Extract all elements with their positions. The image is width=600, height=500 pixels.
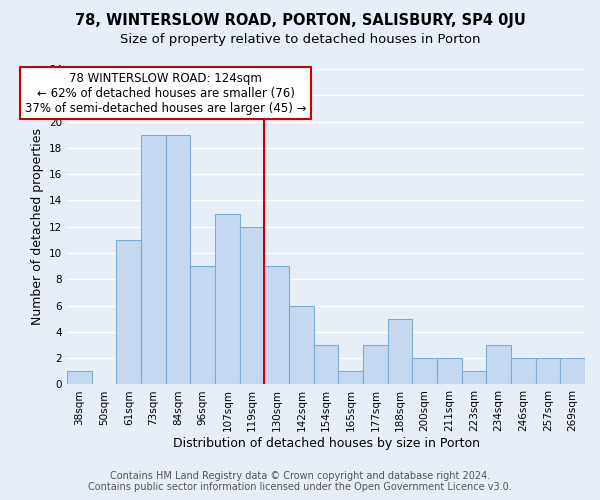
Bar [116, 240, 141, 384]
Bar [363, 345, 388, 385]
Bar [240, 226, 265, 384]
Bar [141, 134, 166, 384]
Bar [215, 214, 240, 384]
Text: Size of property relative to detached houses in Porton: Size of property relative to detached ho… [120, 32, 480, 46]
Bar [67, 372, 92, 384]
Bar [289, 306, 314, 384]
Bar [412, 358, 437, 384]
Bar [511, 358, 536, 384]
Bar [487, 345, 511, 385]
Text: 78, WINTERSLOW ROAD, PORTON, SALISBURY, SP4 0JU: 78, WINTERSLOW ROAD, PORTON, SALISBURY, … [74, 12, 526, 28]
Bar [265, 266, 289, 384]
Bar [462, 372, 487, 384]
Bar [560, 358, 585, 384]
Bar [437, 358, 462, 384]
Bar [338, 372, 363, 384]
Bar [166, 134, 190, 384]
Bar [388, 318, 412, 384]
Bar [190, 266, 215, 384]
X-axis label: Distribution of detached houses by size in Porton: Distribution of detached houses by size … [173, 437, 479, 450]
Text: 78 WINTERSLOW ROAD: 124sqm
← 62% of detached houses are smaller (76)
37% of semi: 78 WINTERSLOW ROAD: 124sqm ← 62% of deta… [25, 72, 307, 114]
Bar [536, 358, 560, 384]
Bar [314, 345, 338, 385]
Y-axis label: Number of detached properties: Number of detached properties [31, 128, 44, 325]
Text: Contains HM Land Registry data © Crown copyright and database right 2024.
Contai: Contains HM Land Registry data © Crown c… [88, 471, 512, 492]
